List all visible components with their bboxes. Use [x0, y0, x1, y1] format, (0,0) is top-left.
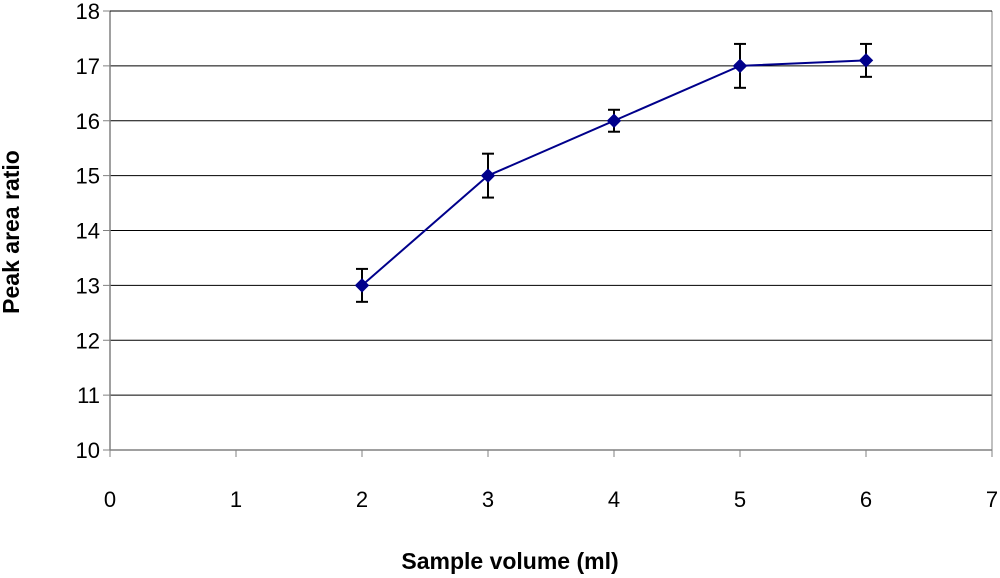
data-point-4 [858, 53, 874, 68]
data-point-3 [732, 58, 748, 74]
x-tick-label-4: 4 [608, 487, 620, 512]
y-axis-title: Peak area ratio [0, 150, 24, 314]
x-tick-label-2: 2 [356, 487, 368, 512]
y-tick-label-17: 17 [76, 54, 100, 79]
x-tick-label-3: 3 [482, 487, 494, 512]
y-tick-label-14: 14 [76, 219, 100, 244]
y-tick-label-12: 12 [76, 328, 100, 353]
x-tick-label-0: 0 [104, 487, 116, 512]
y-tick-label-11: 11 [77, 383, 100, 408]
axes [103, 10, 993, 457]
y-tick-label-15: 15 [76, 164, 100, 189]
x-axis-title: Sample volume (ml) [401, 548, 618, 574]
y-tick-label-18: 18 [76, 0, 100, 24]
data-point-0 [354, 278, 370, 293]
data-point-1 [480, 168, 496, 183]
series-line-0 [361, 59, 867, 287]
y-tick-label-16: 16 [76, 109, 100, 134]
x-tick-label-7: 7 [986, 487, 998, 512]
data-point-2 [606, 113, 622, 128]
y-tick-label-10: 10 [76, 438, 100, 463]
x-tick-label-1: 1 [230, 487, 242, 512]
x-tick-labels: 0 1 2 3 4 5 6 7 [104, 487, 998, 512]
y-tick-labels: 10 11 12 13 14 15 16 17 18 [76, 0, 100, 463]
x-tick-label-6: 6 [860, 487, 872, 512]
y-tick-label-13: 13 [76, 273, 100, 298]
data-series [354, 42, 874, 303]
gridlines [110, 10, 992, 396]
x-tick-label-5: 5 [734, 487, 746, 512]
